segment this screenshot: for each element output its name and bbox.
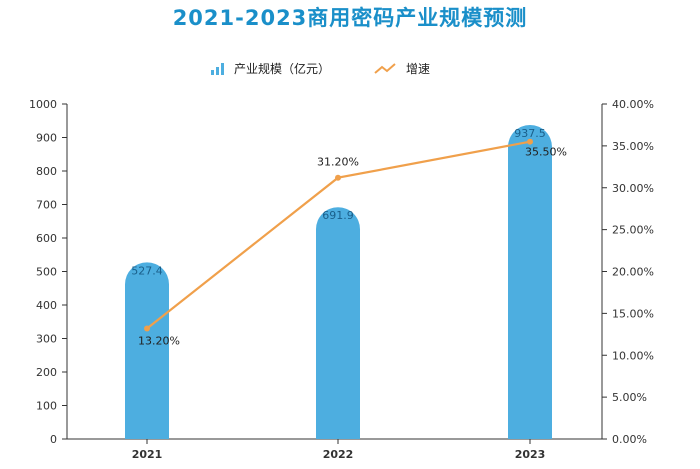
y-right-tick-label: 5.00% <box>612 391 647 404</box>
legend-item-bar: 产业规模（亿元） <box>210 60 330 77</box>
y-right-tick-label: 15.00% <box>612 307 654 320</box>
bar-value-label-2023: 937.5 <box>514 127 546 140</box>
x-tick-label: 2023 <box>515 448 546 461</box>
bar-chart-icon <box>210 62 224 76</box>
legend-bar-label: 产业规模（亿元） <box>234 62 331 76</box>
bar-series <box>125 124 552 440</box>
y-left-tick-label: 1000 <box>29 98 57 111</box>
y-right-tick-label: 25.00% <box>612 224 654 237</box>
chart-title: 2021-2023商用密码产业规模预测 <box>172 6 528 30</box>
y-left-tick-label: 400 <box>36 299 57 312</box>
y-left-tick-label: 300 <box>36 333 57 346</box>
line-chart-icon <box>374 62 396 74</box>
growth-value-label-2022: 31.20% <box>317 156 359 169</box>
y-left-tick-label: 700 <box>36 199 57 212</box>
y-left-tick-label: 0 <box>50 433 57 446</box>
y-left-tick-label: 600 <box>36 232 57 245</box>
bar-2022 <box>316 207 360 439</box>
y-left-tick-label: 100 <box>36 400 57 413</box>
y-right-tick-label: 20.00% <box>612 266 654 279</box>
growth-point-2021 <box>144 325 150 332</box>
bar-value-label-2022: 691.9 <box>322 209 354 222</box>
x-tick-label: 2021 <box>132 448 163 461</box>
y-right-tick-label: 30.00% <box>612 182 654 195</box>
y-right-tick-label: 0.00% <box>612 433 647 446</box>
y-left-tick-label: 500 <box>36 266 57 279</box>
growth-value-label-2023: 35.50% <box>525 146 567 159</box>
bar-2023 <box>508 124 552 440</box>
legend: 产业规模（亿元） 增速 <box>0 60 700 82</box>
data-labels: 527.4 691.9 937.5 13.20% 31.20% 35.50% <box>131 127 567 348</box>
growth-value-label-2021: 13.20% <box>138 334 180 347</box>
growth-point-2023 <box>527 138 533 145</box>
line-series <box>144 138 533 332</box>
y-right-tick-label: 10.00% <box>612 349 654 362</box>
x-tick-label: 2022 <box>323 448 354 461</box>
y-left-tick-label: 900 <box>36 132 57 145</box>
bar-value-label-2021: 527.4 <box>131 264 163 277</box>
bar-2021 <box>125 262 169 439</box>
legend-item-line: 增速 <box>374 60 430 77</box>
y-left-tick-label: 800 <box>36 165 57 178</box>
y-left-tick-label: 200 <box>36 366 57 379</box>
legend-line-label: 增速 <box>406 62 431 76</box>
growth-point-2022 <box>335 174 341 181</box>
y-right-tick-label: 40.00% <box>612 98 654 111</box>
y-right-tick-label: 35.00% <box>612 140 654 153</box>
